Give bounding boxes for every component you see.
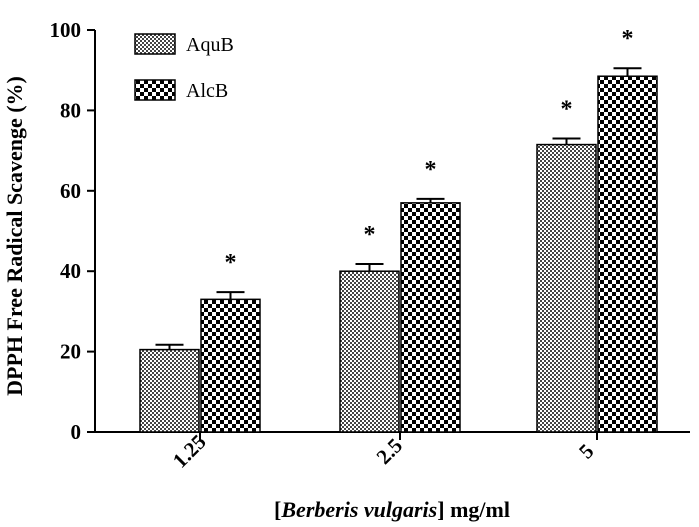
bars: * * * * * — [139, 26, 658, 433]
legend-label-alcb: AlcB — [186, 80, 228, 102]
x-axis-title-unit: mg/ml — [450, 497, 510, 522]
x-axis-title: [Berberis vulgaris] mg/ml — [274, 497, 510, 522]
x-tick-label: 5 — [574, 439, 598, 463]
y-tick-label: 0 — [71, 420, 82, 444]
bar-aqub-1_25 — [139, 348, 200, 433]
x-axis-title-open: [ — [274, 497, 281, 522]
significance-marker: * — [561, 97, 573, 123]
significance-marker: * — [425, 157, 437, 183]
x-tick-label: 2.5 — [372, 433, 408, 469]
bar-alcb-1_25 — [200, 298, 261, 433]
legend-label-aqub: AquB — [186, 34, 234, 56]
bar-aqub-5 — [536, 143, 597, 433]
y-tick-label: 80 — [60, 98, 81, 122]
bar-alcb-2_5 — [400, 202, 461, 433]
significance-marker: * — [364, 222, 376, 248]
significance-marker: * — [622, 26, 634, 52]
legend-swatch-alcb — [134, 79, 176, 101]
y-tick-label: 100 — [50, 18, 82, 42]
y-axis: 0 20 40 60 80 100 — [50, 18, 96, 444]
legend: AquB AlcB — [134, 33, 234, 102]
y-axis-title: DPPH Free Radical Scavenge (%) — [2, 76, 27, 396]
x-tick-label: 1.25 — [168, 430, 211, 473]
legend-swatch-aqub — [134, 33, 176, 55]
significance-marker: * — [225, 250, 237, 276]
x-axis-title-close: ] — [437, 497, 444, 522]
y-tick-label: 60 — [60, 179, 81, 203]
x-axis: 1.25 2.5 5 — [95, 430, 690, 473]
bar-alcb-5 — [597, 75, 658, 433]
y-tick-label: 40 — [60, 259, 81, 283]
bar-aqub-2_5 — [339, 270, 400, 433]
x-axis-title-species: Berberis vulgaris — [280, 497, 437, 522]
y-tick-label: 20 — [60, 340, 81, 364]
